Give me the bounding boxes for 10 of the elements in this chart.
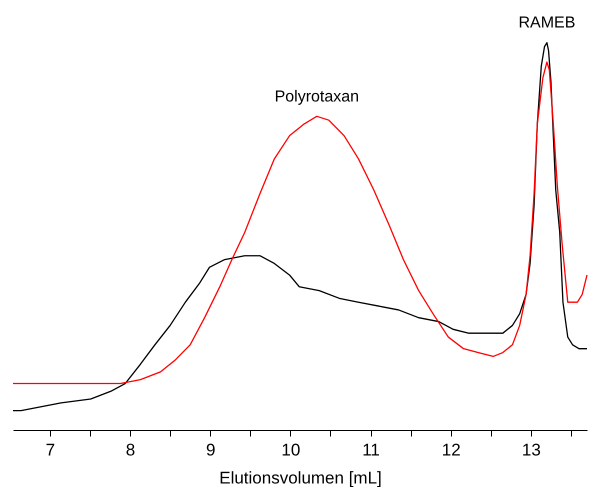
- x-axis-title: Elutionsvolumen [mL]: [219, 468, 382, 488]
- x-tick-label: 10: [281, 440, 300, 460]
- annotation: RAMEB: [518, 14, 576, 32]
- x-tick-label: 12: [442, 440, 461, 460]
- annotation: Polyrotaxan: [274, 88, 360, 106]
- x-tick-label: 11: [362, 440, 380, 460]
- x-tick-label: 13: [522, 440, 541, 460]
- x-tick-label: 7: [46, 440, 56, 460]
- x-tick-label: 9: [206, 440, 216, 460]
- x-tick-label: 8: [126, 440, 136, 460]
